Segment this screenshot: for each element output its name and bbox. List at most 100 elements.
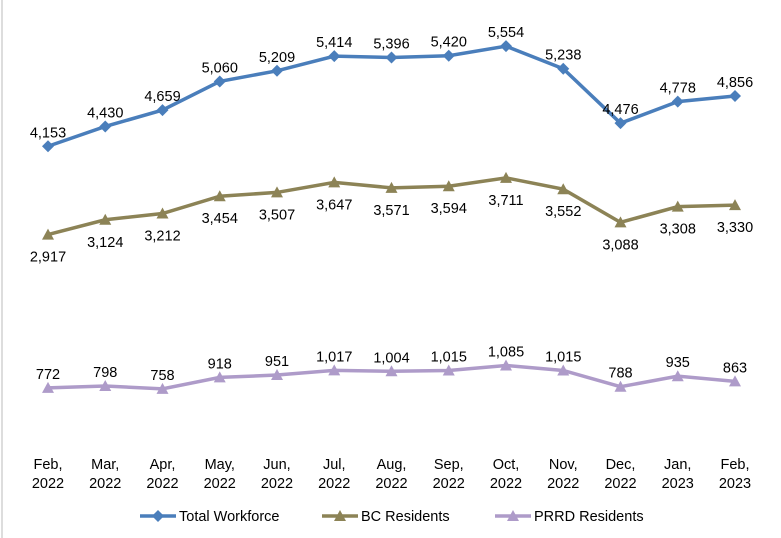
data-point — [500, 359, 512, 371]
data-label: 788 — [608, 366, 632, 382]
data-point — [42, 381, 54, 393]
x-tick-label: 2023 — [662, 476, 694, 492]
data-point — [328, 364, 341, 376]
series-prrd-residents: 772 798 758 918 951 1,017 1,004 1,015 1,085 1,015… — [36, 344, 747, 394]
data-point — [213, 190, 226, 202]
x-tick-label: Oct, — [493, 457, 520, 473]
data-point — [729, 90, 741, 103]
x-tick-label: 2022 — [318, 476, 350, 492]
data-point — [328, 176, 341, 188]
data-label: 4,430 — [87, 105, 123, 121]
legend-item: BC Residents — [322, 509, 450, 525]
legend-marker — [334, 510, 346, 521]
data-label: 5,414 — [316, 35, 352, 51]
legend-label: Total Workforce — [179, 509, 279, 525]
x-tick-label: 2022 — [32, 476, 64, 492]
data-point — [271, 186, 283, 198]
data-point — [385, 51, 398, 64]
data-point — [671, 370, 684, 382]
data-point — [671, 95, 684, 108]
data-point — [442, 180, 455, 192]
data-label: 4,856 — [717, 75, 753, 91]
x-tick-label: 2022 — [433, 476, 465, 492]
data-label: 3,507 — [259, 207, 295, 223]
x-tick-label: 2022 — [375, 476, 407, 492]
data-label: 3,124 — [87, 235, 123, 251]
data-point — [213, 371, 226, 383]
data-point — [671, 200, 684, 212]
x-tick-label: Jun, — [263, 457, 290, 473]
x-tick-label: 2022 — [146, 476, 178, 492]
legend-label: BC Residents — [361, 509, 450, 525]
legend-label: PRRD Residents — [534, 509, 644, 525]
data-point — [385, 365, 398, 377]
data-label: 3,647 — [316, 197, 352, 213]
x-tick-label: Dec, — [606, 457, 636, 473]
data-point — [729, 199, 741, 211]
data-label: 1,015 — [545, 349, 581, 365]
x-tick-label: May, — [205, 457, 235, 473]
data-label: 3,088 — [602, 237, 638, 253]
data-point — [99, 120, 112, 133]
data-label: 758 — [150, 368, 174, 384]
data-point — [99, 213, 112, 225]
data-point — [156, 382, 169, 394]
x-tick-label: Sep, — [434, 457, 464, 473]
data-point — [557, 183, 570, 195]
x-tick-label: 2022 — [89, 476, 121, 492]
series-bc-residents: 2,917 3,124 3,212 3,454 3,507 3,647 3,571 3,594… — [30, 171, 753, 266]
data-point — [729, 375, 741, 387]
data-label: 5,060 — [202, 60, 238, 76]
legend-item: PRRD Residents — [495, 509, 644, 525]
data-point — [156, 207, 169, 219]
data-point — [156, 104, 169, 117]
x-tick-label: Jan, — [664, 457, 691, 473]
data-label: 4,659 — [144, 89, 180, 105]
data-label: 5,209 — [259, 50, 295, 66]
data-point — [42, 140, 54, 153]
data-point — [500, 171, 512, 183]
data-label: 3,571 — [373, 203, 409, 219]
legend-marker — [152, 510, 164, 522]
data-label: 918 — [208, 356, 232, 372]
data-point — [271, 369, 283, 381]
data-label: 798 — [93, 365, 117, 381]
data-point — [213, 75, 226, 88]
data-label: 3,308 — [660, 222, 696, 238]
data-label: 4,778 — [660, 81, 696, 97]
data-label: 951 — [265, 354, 289, 370]
data-point — [99, 379, 112, 391]
data-point — [328, 50, 341, 63]
data-label: 1,004 — [373, 350, 409, 366]
x-tick-label: 2022 — [490, 476, 522, 492]
data-label: 1,015 — [431, 349, 467, 365]
x-tick-label: 2022 — [547, 476, 579, 492]
data-label: 3,212 — [144, 228, 180, 244]
legend-item: Total Workforce — [140, 509, 279, 525]
data-point — [614, 380, 627, 392]
data-point — [385, 181, 398, 193]
legend-marker — [507, 510, 519, 521]
x-tick-label: Jul, — [323, 457, 346, 473]
data-label: 3,711 — [488, 193, 523, 209]
data-point — [614, 216, 627, 228]
x-tick-label: Feb, — [33, 457, 62, 473]
x-tick-label: Mar, — [91, 457, 119, 473]
data-label: 772 — [36, 367, 60, 383]
x-tick-label: 2022 — [261, 476, 293, 492]
data-point — [500, 40, 512, 53]
x-tick-label: Apr, — [150, 457, 176, 473]
x-tick-label: Nov, — [549, 457, 578, 473]
data-label: 863 — [723, 360, 747, 376]
series-total-workforce: 4,153 4,430 4,659 5,060 5,209 5,414 5,396 5,420… — [30, 25, 753, 153]
data-label: 935 — [666, 355, 690, 371]
data-label: 5,554 — [488, 25, 524, 41]
x-tick-label: 2022 — [604, 476, 636, 492]
x-tick-label: Aug, — [377, 457, 407, 473]
data-point — [442, 49, 455, 62]
x-tick-label: 2022 — [204, 476, 236, 492]
data-point — [271, 64, 283, 77]
data-label: 3,552 — [545, 204, 581, 220]
